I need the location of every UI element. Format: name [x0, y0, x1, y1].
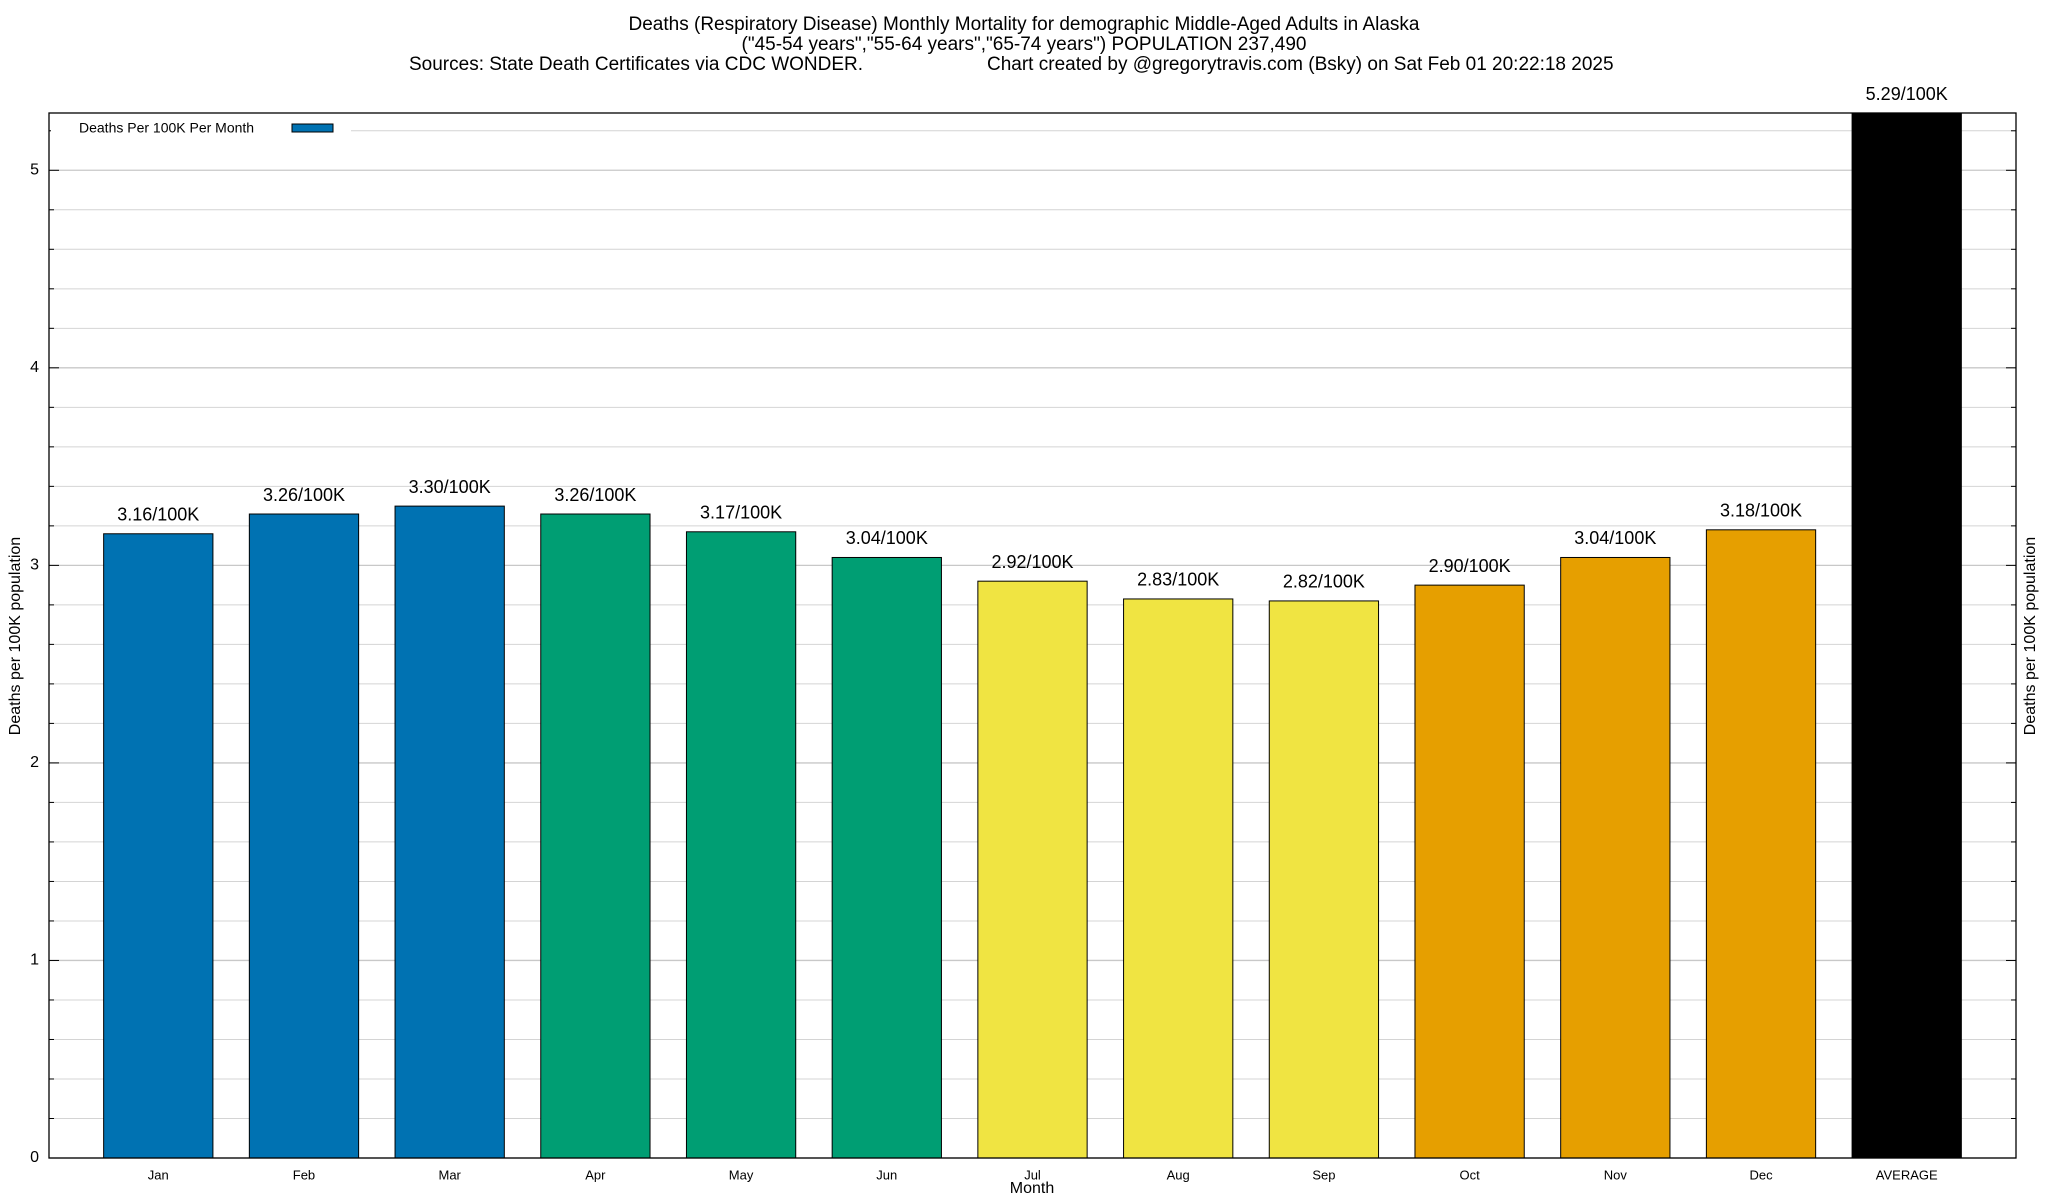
value-label: 3.16/100K [117, 505, 199, 525]
bar [977, 580, 1088, 1159]
x-tick-label: May [729, 1167, 754, 1182]
x-axis-label: Month [1010, 1180, 1054, 1197]
value-label: 2.82/100K [1283, 572, 1365, 592]
bar [394, 505, 505, 1159]
value-label: 3.30/100K [409, 477, 491, 497]
bar [831, 556, 942, 1159]
x-tick-label: Mar [438, 1167, 461, 1182]
value-label: 3.17/100K [700, 503, 782, 523]
bar [685, 531, 797, 1159]
value-label: 3.26/100K [554, 485, 636, 505]
bar [1851, 112, 1962, 1159]
y-tick-label: 0 [30, 1149, 39, 1166]
value-label: 3.26/100K [263, 485, 345, 505]
value-label: 5.29/100K [1866, 84, 1948, 104]
y-tick-label: 1 [30, 952, 39, 969]
bar [1560, 556, 1671, 1159]
legend-swatch [291, 123, 334, 133]
bar [1705, 529, 1817, 1159]
credit: Chart created by @gregorytravis.com (Bsk… [987, 54, 1614, 75]
y-tick-label: 2 [30, 754, 39, 771]
bar [540, 513, 651, 1159]
value-label: 3.18/100K [1720, 501, 1802, 521]
x-tick-label: Apr [585, 1167, 606, 1182]
x-tick-label: Aug [1167, 1167, 1190, 1182]
y-tick-label: 4 [30, 359, 39, 376]
y-tick-label: 3 [30, 557, 39, 574]
x-tick-label: Oct [1459, 1167, 1480, 1182]
bar [103, 533, 214, 1159]
value-label: 3.04/100K [846, 528, 928, 548]
value-label: 2.92/100K [991, 552, 1073, 572]
bar [1268, 600, 1380, 1159]
chart-title: Deaths (Respiratory Disease) Monthly Mor… [629, 14, 1420, 35]
x-tick-label: Jan [148, 1167, 169, 1182]
y-axis-label: Deaths per 100K population [7, 537, 24, 735]
chart-subtitle: ("45-54 years","55-64 years","65-74 year… [742, 34, 1307, 55]
y-tick-label: 5 [30, 162, 39, 179]
legend-label: Deaths Per 100K Per Month [79, 120, 254, 136]
plot-border [48, 112, 2017, 1159]
source: Sources: State Death Certificates via CD… [409, 54, 863, 75]
x-tick-label: Nov [1604, 1167, 1628, 1182]
value-label: 2.90/100K [1429, 556, 1511, 576]
x-tick-label: Jun [876, 1167, 897, 1182]
y2-axis-label: Deaths per 100K population [2022, 537, 2039, 735]
value-label: 2.83/100K [1137, 570, 1219, 590]
value-label: 3.04/100K [1574, 528, 1656, 548]
x-tick-label: Feb [293, 1167, 315, 1182]
x-tick-label: Dec [1749, 1167, 1773, 1182]
bar [1414, 584, 1525, 1159]
x-tick-label: AVERAGE [1876, 1167, 1938, 1182]
x-tick-label: Sep [1312, 1167, 1335, 1182]
bar [248, 513, 360, 1159]
x-tick-label: Jul [1024, 1167, 1041, 1182]
bar [1123, 598, 1234, 1159]
